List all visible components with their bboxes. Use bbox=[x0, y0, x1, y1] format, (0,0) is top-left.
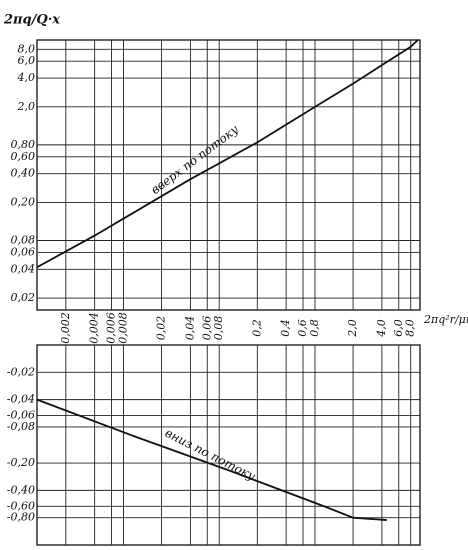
y-tick-label: 2,0 bbox=[17, 100, 36, 113]
y-tick-label: -0,60 bbox=[7, 499, 35, 512]
data-line bbox=[36, 398, 387, 521]
y-tick-label: -0,02 bbox=[7, 365, 35, 378]
x-axis-label: 2πq²r/μma bbox=[423, 313, 468, 326]
y-tick-label: -0,06 bbox=[7, 409, 35, 422]
x-tick-label: 0,8 bbox=[308, 319, 321, 337]
y-axis-label: 2πq/Q·x bbox=[3, 13, 60, 28]
x-tick-label: 6,0 bbox=[392, 319, 405, 337]
x-tick-label: 0,06 bbox=[200, 316, 213, 341]
x-tick-label: 0,006 bbox=[105, 312, 118, 344]
x-tick-label: 2,0 bbox=[346, 319, 359, 338]
x-tick-label: 4,0 bbox=[375, 319, 388, 338]
y-tick-label: -0,04 bbox=[7, 393, 35, 406]
data-line bbox=[36, 39, 419, 269]
y-tick-label: 0,06 bbox=[11, 245, 36, 258]
y-tick-label: 0,40 bbox=[11, 167, 36, 180]
x-tick-label: 0,002 bbox=[59, 312, 72, 344]
x-tick-label: 8,0 bbox=[404, 319, 417, 337]
x-tick-label: 0,2 bbox=[250, 319, 263, 337]
y-tick-label: 0,04 bbox=[11, 262, 36, 275]
y-tick-label: 6,0 bbox=[18, 54, 36, 67]
y-tick-label: 8,0 bbox=[18, 42, 36, 55]
y-tick-label: -0,08 bbox=[7, 420, 35, 433]
y-tick-label: 0,60 bbox=[11, 150, 36, 163]
x-tick-label: 0,004 bbox=[88, 312, 101, 344]
x-tick-label: 0,008 bbox=[116, 312, 129, 344]
series-label: вниз по потоку bbox=[163, 426, 258, 484]
y-tick-label: 0,80 bbox=[11, 138, 36, 151]
x-tick-label: 0,08 bbox=[212, 316, 225, 341]
y-tick-label: 4,0 bbox=[17, 71, 36, 84]
x-tick-label: 0,04 bbox=[183, 316, 196, 341]
x-tick-label: 0,02 bbox=[155, 316, 168, 341]
y-tick-label: -0,40 bbox=[7, 483, 35, 496]
y-tick-label: 0,08 bbox=[11, 233, 36, 246]
plot-frame bbox=[36, 39, 421, 311]
y-tick-label: 0,02 bbox=[11, 291, 36, 304]
y-tick-label: -0,80 bbox=[7, 511, 35, 524]
plot-frame bbox=[36, 344, 421, 546]
y-tick-label: -0,20 bbox=[7, 456, 35, 469]
y-tick-label: 0,20 bbox=[11, 195, 36, 208]
x-tick-label: 0,6 bbox=[296, 319, 309, 337]
x-tick-label: 0,4 bbox=[279, 319, 292, 337]
